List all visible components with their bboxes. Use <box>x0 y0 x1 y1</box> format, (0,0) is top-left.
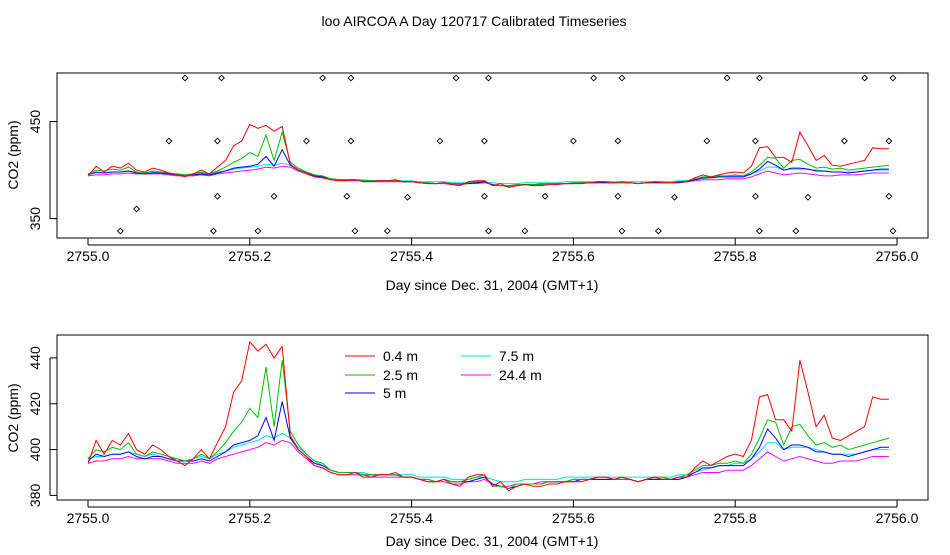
top-marker-point <box>209 227 217 235</box>
top-marker-point <box>133 205 140 213</box>
top-marker-point <box>804 193 812 201</box>
top-y-tick-label: 350 <box>27 207 43 231</box>
top-x-tick-label: 2755.2 <box>228 248 271 264</box>
top-marker-point <box>618 227 626 235</box>
top-marker-point <box>618 74 626 82</box>
bottom-y-tick-label: 440 <box>27 346 43 370</box>
top-marker-point <box>218 74 225 82</box>
top-marker-point <box>181 74 189 82</box>
top-marker-point <box>319 74 327 82</box>
top-plot-frame <box>56 72 929 239</box>
top-marker-point <box>723 74 731 82</box>
top-y-tick-label: 450 <box>27 110 43 134</box>
top-marker-point <box>480 192 488 200</box>
top-marker-point <box>614 192 622 200</box>
top-marker-point <box>270 192 278 200</box>
top-marker-point <box>756 227 763 235</box>
top-x-tick-label: 2756.0 <box>876 248 919 264</box>
bottom-plot-frame <box>56 334 929 501</box>
top-x-tick-label: 2755.6 <box>552 248 595 264</box>
bottom-series-2-5-m <box>87 360 890 490</box>
bottom-panel: 2755.0 2755.2 2755.4 2755.6 2755.8 2756.0 380… <box>5 334 929 549</box>
top-marker-point <box>654 227 662 235</box>
top-marker-point <box>751 137 759 145</box>
top-marker-point <box>485 227 492 235</box>
legend-label: 7.5 m <box>499 348 534 364</box>
top-marker-point <box>792 227 800 235</box>
top-marker-point <box>614 137 622 145</box>
bottom-x-tick-label: 2755.6 <box>552 510 595 526</box>
bottom-y-axis-label: CO2 (ppm) <box>5 383 21 452</box>
top-marker-point <box>254 227 262 235</box>
top-marker-point <box>351 227 359 235</box>
top-marker-point <box>840 137 848 145</box>
top-marker-point <box>343 192 351 200</box>
bottom-x-tick-label: 2755.8 <box>714 510 757 526</box>
bottom-series-7-5-m <box>87 432 889 483</box>
bottom-x-tick-label: 2755.4 <box>390 510 433 526</box>
legend-label: 2.5 m <box>383 367 418 383</box>
top-marker-point <box>383 227 391 235</box>
top-marker-point <box>404 193 411 201</box>
top-marker-point <box>703 137 711 145</box>
bottom-series-0-4-m <box>87 340 889 492</box>
bottom-x-tick-label: 2755.2 <box>228 510 271 526</box>
legend-label: 0.4 m <box>383 348 418 364</box>
bottom-series-lines <box>87 340 890 492</box>
bottom-y-tick-label: 380 <box>27 484 43 508</box>
top-marker-point <box>569 137 577 145</box>
top-x-tick-label: 2755.8 <box>714 248 757 264</box>
bottom-y-tick-label: 420 <box>27 392 43 416</box>
top-series-0-4-m <box>87 123 889 189</box>
top-series-5-m <box>87 148 889 188</box>
legend-label: 5 m <box>383 385 406 401</box>
top-marker-point <box>214 192 221 200</box>
top-y-axis-label: CO2 (ppm) <box>5 120 21 189</box>
bottom-y-axis: 380 400 420 440 <box>27 346 57 507</box>
top-marker-point <box>480 137 488 145</box>
top-marker-point <box>347 74 355 82</box>
top-marker-point <box>347 137 355 145</box>
bottom-x-axis-label: Day since Dec. 31, 2004 (GMT+1) <box>386 533 599 549</box>
top-series-2-5-m <box>87 130 889 188</box>
top-marker-point <box>889 227 897 235</box>
top-marker-point <box>751 192 759 200</box>
top-y-axis: 350 450 <box>27 110 57 231</box>
top-marker-point <box>541 192 549 200</box>
bottom-series-24-4-m <box>87 439 889 487</box>
top-marker-point <box>521 227 529 235</box>
bottom-x-axis: 2755.0 2755.2 2755.4 2755.6 2755.8 2756.0 <box>67 500 919 526</box>
bottom-series-5-m <box>87 401 889 490</box>
top-marker-point <box>671 193 678 201</box>
top-marker-point <box>885 137 893 145</box>
top-x-axis: 2755.0 2755.2 2755.4 2755.6 2755.8 2756.0 <box>67 238 919 264</box>
top-series-lines <box>87 123 889 189</box>
top-marker-point <box>452 74 460 82</box>
top-marker-point <box>302 137 310 145</box>
top-x-tick-label: 2755.0 <box>67 248 110 264</box>
top-marker-point <box>436 137 444 145</box>
figure-title: loo AIRCOA A Day 120717 Calibrated Times… <box>321 13 626 29</box>
legend-label: 24.4 m <box>499 367 542 383</box>
bottom-y-tick-label: 400 <box>27 438 43 462</box>
top-marker-point <box>889 74 897 82</box>
bottom-x-tick-label: 2755.0 <box>67 510 110 526</box>
legend: 0.4 m 2.5 m 5 m 7.5 m 24.4 m <box>345 348 542 401</box>
top-x-axis-label: Day since Dec. 31, 2004 (GMT+1) <box>386 277 599 293</box>
top-marker-point <box>485 74 492 82</box>
top-x-tick-label: 2755.4 <box>390 248 433 264</box>
bottom-x-tick-label: 2756.0 <box>876 510 919 526</box>
top-marker-point <box>590 74 598 82</box>
top-panel: 2755.0 2755.2 2755.4 2755.6 2755.8 2756.0 350… <box>5 72 929 293</box>
top-marker-point <box>116 227 124 235</box>
top-marker-point <box>885 192 893 200</box>
top-marker-point <box>214 137 221 145</box>
top-marker-point <box>165 137 173 145</box>
top-marker-point <box>861 74 869 82</box>
top-marker-point <box>756 74 763 82</box>
top-markers <box>116 74 897 235</box>
